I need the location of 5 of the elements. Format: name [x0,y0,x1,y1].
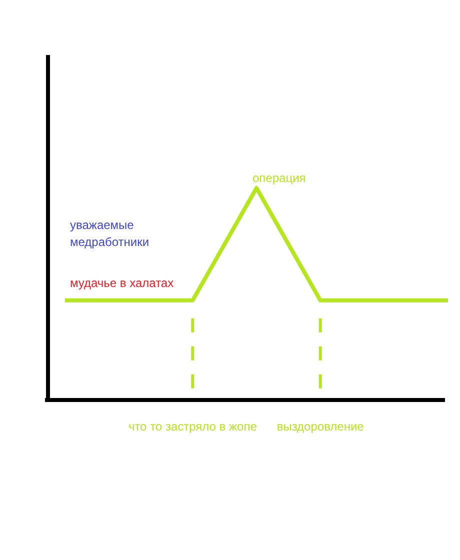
annotation: мудачье в халатах [70,276,174,290]
x-tick-label: что то застряло в жопе [128,420,258,434]
text: операция [252,171,306,185]
annotation: уважаемые медработники [70,218,150,249]
x-tick-label: выздоровление [276,420,364,434]
